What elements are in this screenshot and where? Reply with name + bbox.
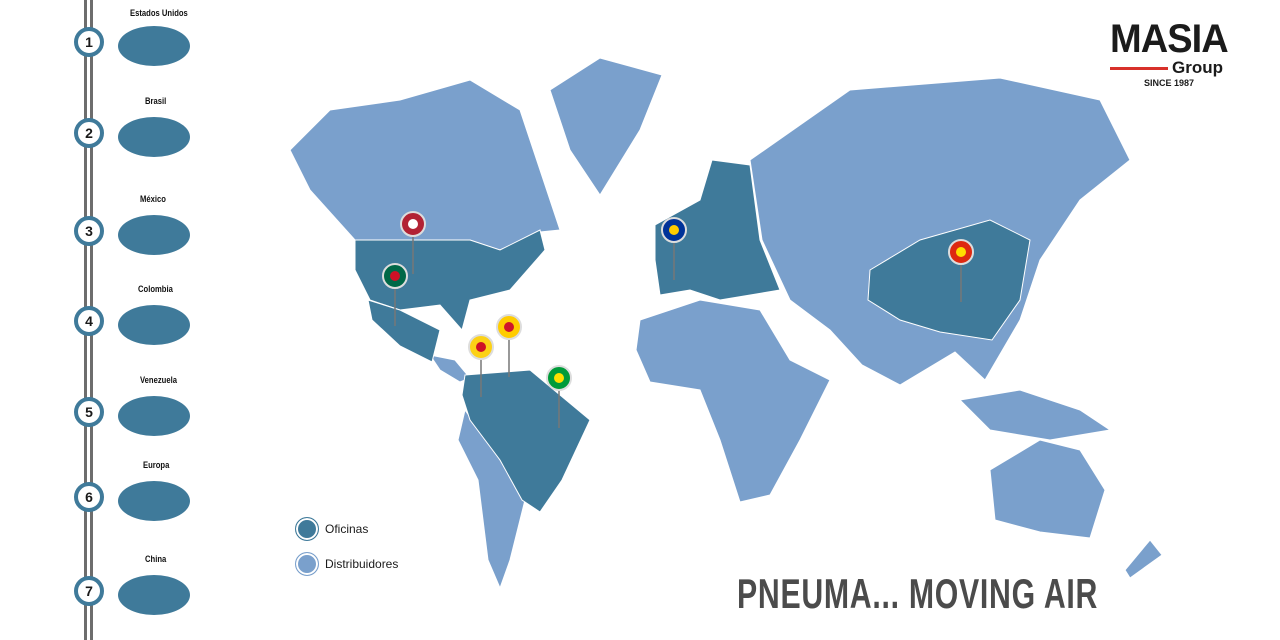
country-silhouette (118, 481, 190, 521)
step-number-badge: 1 (74, 27, 104, 57)
logo-red-bar (1110, 66, 1168, 70)
sidebar-country-label: Venezuela (140, 375, 178, 385)
logo-since: SINCE 1987 (1144, 78, 1195, 88)
region-new-zealand (1124, 539, 1163, 579)
legend-offices: Oficinas (295, 517, 368, 541)
step-number-badge: 6 (74, 482, 104, 512)
flag-pin-méxico[interactable] (382, 263, 408, 326)
region-europe (654, 159, 781, 301)
legend-distributors-label: Distribuidores (325, 557, 399, 571)
flag-pin-europa[interactable] (661, 217, 687, 280)
country-silhouette (118, 305, 190, 345)
step-number-badge: 2 (74, 118, 104, 148)
step-number-badge: 5 (74, 397, 104, 427)
country-silhouette (118, 215, 190, 255)
sidebar-country-label: Europa (143, 460, 170, 470)
step-number-badge: 4 (74, 306, 104, 336)
region-usa (354, 229, 546, 332)
region-colombia-venezuela-brazil (461, 369, 591, 513)
country-silhouette (118, 575, 190, 615)
region-southeast-asia (958, 389, 1112, 441)
region-greenland (549, 57, 663, 196)
region-china (867, 219, 1031, 341)
legend-distributors: Distribuidores (295, 552, 398, 576)
logo-group: Group (1172, 58, 1223, 77)
logo-name: MASIA (1110, 17, 1229, 61)
slogan: PNEUMA... MOVING AIR (737, 570, 1099, 617)
legend-offices-label: Oficinas (325, 522, 369, 536)
region-central-america (428, 354, 471, 383)
flag-pin-estados-unidos[interactable] (400, 211, 426, 274)
flag-pin-venezuela[interactable] (496, 314, 522, 377)
flag-pin-colombia[interactable] (468, 334, 494, 397)
region-mexico (367, 299, 441, 363)
sidebar-country-label: China (145, 554, 167, 564)
flag-pin-china[interactable] (948, 239, 974, 302)
sidebar-country-label: Estados Unidos (130, 8, 188, 18)
region-australia (989, 439, 1106, 539)
masia-group-logo: MASIA Group SINCE 1987 (1110, 17, 1250, 88)
country-silhouette (118, 117, 190, 157)
sidebar-country-label: Brasil (145, 96, 167, 106)
step-number-badge: 7 (74, 576, 104, 606)
country-silhouette (118, 396, 190, 436)
sidebar-country-label: México (140, 194, 166, 204)
region-africa (635, 299, 831, 503)
flag-pin-brasil[interactable] (546, 365, 572, 428)
sidebar-country-label: Colombia (138, 284, 173, 294)
step-number-badge: 3 (74, 216, 104, 246)
country-silhouette (118, 26, 190, 66)
offices-swatch (295, 517, 319, 541)
region-asia (749, 77, 1131, 386)
distributors-swatch (295, 552, 319, 576)
